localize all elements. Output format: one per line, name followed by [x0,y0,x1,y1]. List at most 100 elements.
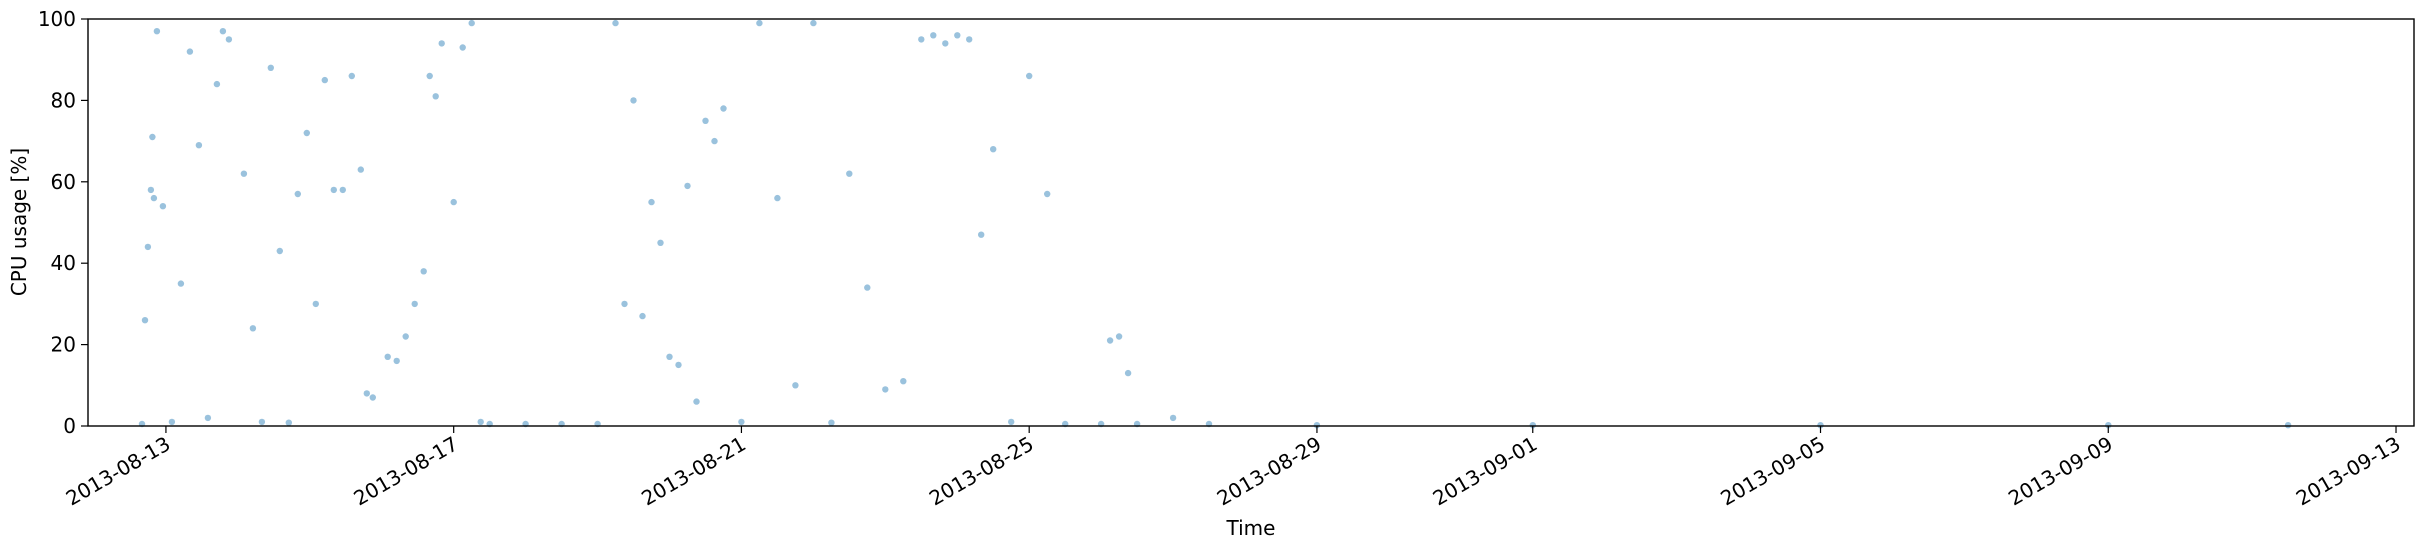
data-point [438,40,445,47]
data-point [882,386,889,393]
x-tick-label: 2013-08-21 [637,432,750,511]
data-point [675,361,682,369]
data-point [639,312,646,320]
data-point [384,353,391,360]
x-tick-label: 2013-09-13 [2292,432,2405,511]
x-tick-label: 2013-09-09 [2004,432,2117,511]
data-point [648,198,655,206]
data-point [330,186,337,194]
data-point [1044,190,1051,198]
y-tick-label: 60 [51,170,76,194]
data-point [828,419,835,426]
data-point [900,378,907,385]
data-point [990,146,997,153]
data-point [846,170,853,177]
data-point [810,19,817,27]
x-tick-label: 2013-09-01 [1429,432,1542,511]
data-point [303,129,310,137]
data-point [792,382,799,389]
x-tick-label: 2013-08-25 [925,432,1038,511]
data-point [168,418,176,426]
data-point [720,105,727,112]
data-point [150,194,158,202]
data-point [153,28,161,35]
data-point [225,36,233,43]
data-point [2284,422,2292,429]
data-point [477,418,484,426]
data-point [294,190,301,198]
data-point [864,284,871,291]
y-tick-label: 80 [51,88,76,112]
data-point [684,182,691,190]
data-point [657,239,664,246]
data-point [1124,369,1132,377]
data-point [702,117,709,125]
data-point [402,333,409,340]
data-point [267,64,274,72]
data-point [177,280,185,287]
x-tick-label: 2013-08-13 [62,432,175,511]
data-point [348,72,355,80]
data-point [420,268,427,275]
data-point [711,137,718,145]
data-point [393,357,400,365]
y-tick-label: 20 [51,333,76,357]
data-point [369,394,376,401]
x-tick-label: 2013-08-17 [350,432,463,511]
data-point [468,19,475,27]
data-point [363,390,370,397]
data-point [450,198,457,206]
data-point [1106,337,1114,344]
data-point [621,300,628,308]
data-point [240,170,248,177]
data-point [276,247,283,255]
data-point [204,414,212,422]
data-point [249,325,257,332]
y-tick-label: 40 [51,251,76,275]
data-point [141,317,149,324]
data-point [219,28,227,35]
data-point [1817,422,1824,429]
data-point [930,32,937,39]
data-point [1026,72,1033,80]
data-point [195,142,203,149]
data-point [213,80,221,88]
y-tick-label: 100 [38,7,76,31]
data-point [1313,422,1321,429]
data-point [1169,414,1177,422]
data-point [258,418,266,426]
data-point [144,243,152,251]
data-point [426,72,433,80]
data-point [630,97,637,104]
data-point [186,48,194,55]
data-point [693,398,700,405]
x-tick-label: 2013-08-29 [1213,432,1326,511]
data-point [954,32,961,39]
data-point [1008,418,1015,426]
data-point [942,40,949,47]
data-point [149,133,156,141]
data-point [357,166,364,173]
data-point [1529,422,1537,429]
x-tick-label: 2013-09-05 [1716,432,1829,511]
data-point [966,36,973,43]
data-point [1115,333,1123,340]
y-axis-title: CPU usage [%] [7,148,31,296]
data-point [432,93,439,100]
data-point [756,19,763,27]
data-point [918,36,925,43]
y-tick-label: 0 [63,414,76,438]
data-point [321,76,328,84]
plot-frame [87,18,2415,427]
data-point [612,19,619,27]
data-point [411,300,418,308]
data-point [147,186,155,194]
data-point [2105,422,2112,429]
data-point [339,186,346,194]
data-point [312,300,319,308]
plot-background [88,19,2414,426]
data-point [459,44,466,51]
data-point [738,418,745,426]
data-point [774,194,781,202]
